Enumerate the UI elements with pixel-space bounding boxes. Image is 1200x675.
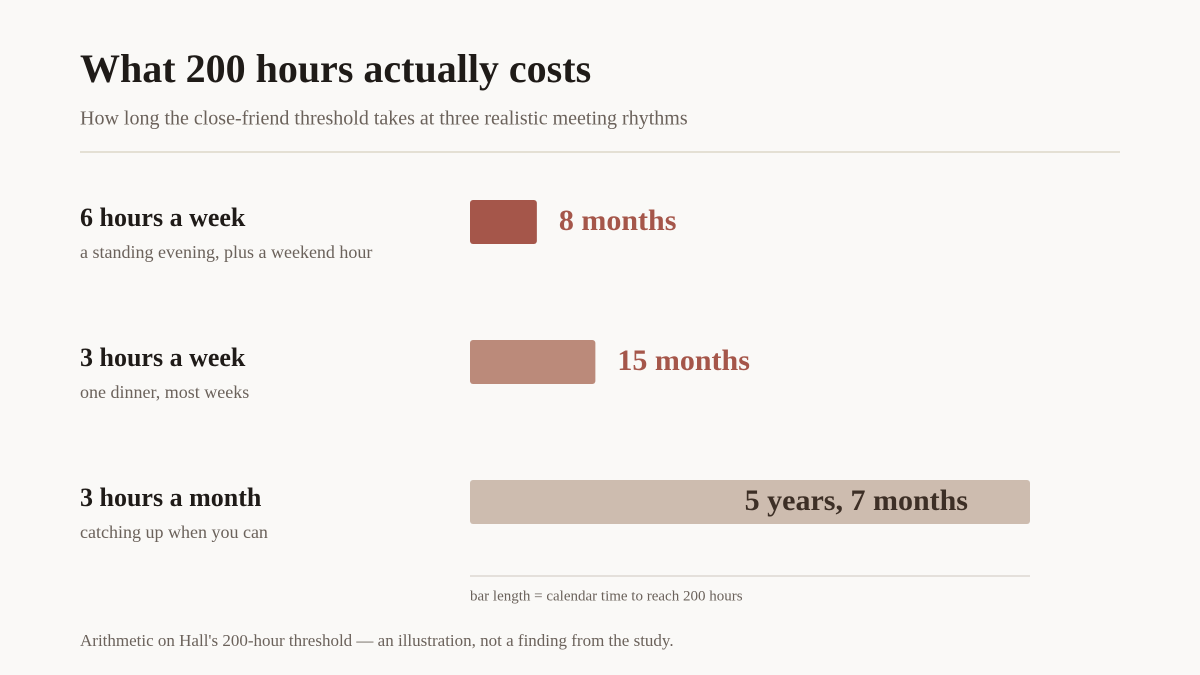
- category-description: catching up when you can: [80, 522, 268, 542]
- category-description: a standing evening, plus a weekend hour: [80, 242, 372, 262]
- category-description: one dinner, most weeks: [80, 382, 249, 402]
- value-label: 5 years, 7 months: [745, 484, 968, 517]
- bar: [470, 480, 1030, 524]
- category-label: 3 hours a week: [80, 343, 246, 372]
- bar: [470, 340, 596, 384]
- value-label: 8 months: [559, 204, 677, 237]
- category-label: 6 hours a week: [80, 203, 246, 232]
- category-label: 3 hours a month: [80, 483, 262, 512]
- chart-title: What 200 hours actually costs: [80, 46, 591, 91]
- axis-note: bar length = calendar time to reach 200 …: [470, 588, 743, 604]
- bar: [470, 200, 537, 244]
- value-label: 15 months: [617, 344, 750, 377]
- chart-subtitle: How long the close-friend threshold take…: [80, 108, 688, 130]
- footnote: Arithmetic on Hall's 200-hour threshold …: [80, 631, 674, 650]
